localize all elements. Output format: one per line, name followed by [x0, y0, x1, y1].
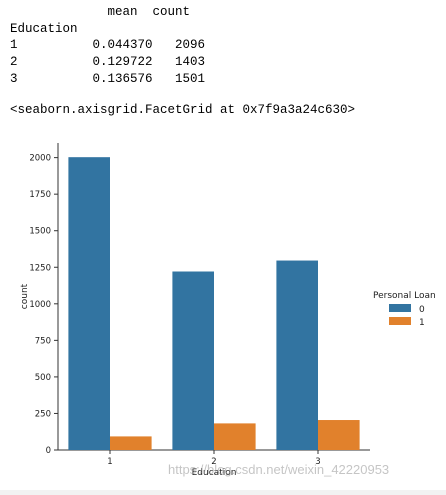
legend-swatch [389, 304, 411, 312]
bar [276, 260, 318, 450]
x-axis-label: Education [192, 468, 237, 478]
table-row: 2 0.129722 1403 [10, 55, 206, 69]
table-header-line: mean count [10, 5, 191, 19]
bar [110, 436, 152, 450]
legend-swatch [389, 317, 411, 325]
facetgrid-repr: <seaborn.axisgrid.FacetGrid at 0x7f9a3a2… [10, 103, 356, 117]
bar [318, 420, 360, 450]
y-tick-label: 0 [46, 446, 51, 456]
y-tick-label: 2000 [29, 154, 51, 164]
table-row: 3 0.136576 1501 [10, 72, 206, 86]
bar [68, 157, 110, 450]
y-tick-label: 1250 [29, 263, 51, 273]
y-axis-label: count [20, 283, 30, 309]
y-tick-label: 500 [35, 373, 51, 383]
watermark: https://blog.csdn.net/weixin_42220953 [168, 462, 390, 477]
y-tick-label: 250 [35, 409, 51, 419]
table-row: 1 0.044370 2096 [10, 38, 206, 52]
legend-label: 0 [419, 305, 425, 315]
x-tick-label: 3 [315, 457, 320, 467]
y-tick-label: 750 [35, 336, 51, 346]
x-tick-label: 2 [211, 457, 216, 467]
legend-label: 1 [419, 318, 425, 328]
legend-title: Personal Loan [373, 291, 436, 301]
bar [214, 423, 256, 450]
y-tick-label: 1000 [29, 300, 51, 310]
y-tick-label: 1750 [29, 190, 51, 200]
x-tick-label: 1 [107, 457, 112, 467]
y-tick-label: 1500 [29, 227, 51, 237]
bar [172, 271, 214, 450]
bottom-divider [0, 490, 446, 495]
index-label: Education [10, 22, 78, 36]
